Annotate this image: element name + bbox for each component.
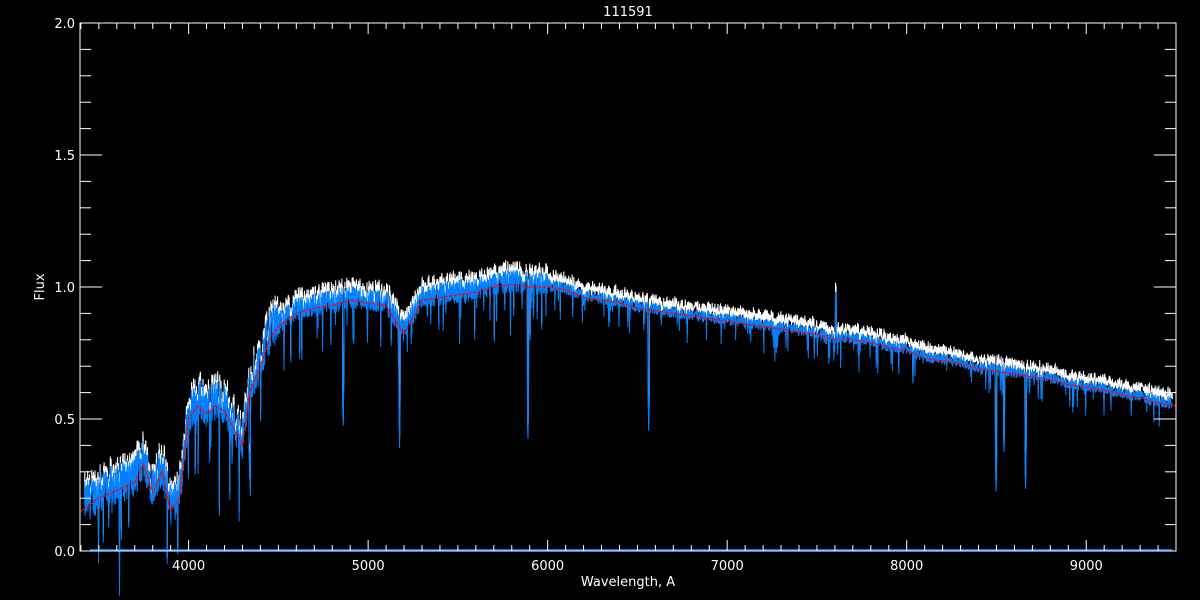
x-tick-label: 6000: [531, 559, 564, 574]
y-tick-label: 1.0: [54, 281, 75, 296]
x-tick-label: 8000: [890, 559, 923, 574]
x-tick-label: 5000: [352, 559, 385, 574]
spectrum-layer: [80, 260, 1177, 596]
y-tick-label: 1.5: [54, 149, 75, 164]
x-tick-label: 7000: [711, 559, 744, 574]
y-tick-label: 2.0: [54, 17, 75, 32]
x-tick-label: 4000: [172, 559, 205, 574]
y-tick-label: 0.5: [54, 413, 75, 428]
y-tick-label: 0.0: [54, 545, 75, 560]
model-spectrum-line: [80, 283, 1177, 513]
observed-spectrum-line: [84, 269, 1173, 596]
axes: 4000 5000 6000 7000 8000 9000 0.0 0.5 1.0 1.5 2.0: [54, 17, 1177, 574]
x-axis-label: Wavelength, A: [581, 575, 675, 590]
x-tick-label: 9000: [1070, 559, 1103, 574]
chart-title: 111591: [603, 5, 653, 20]
plot-frame: [79, 22, 1177, 552]
y-axis-label: Flux: [33, 273, 48, 300]
